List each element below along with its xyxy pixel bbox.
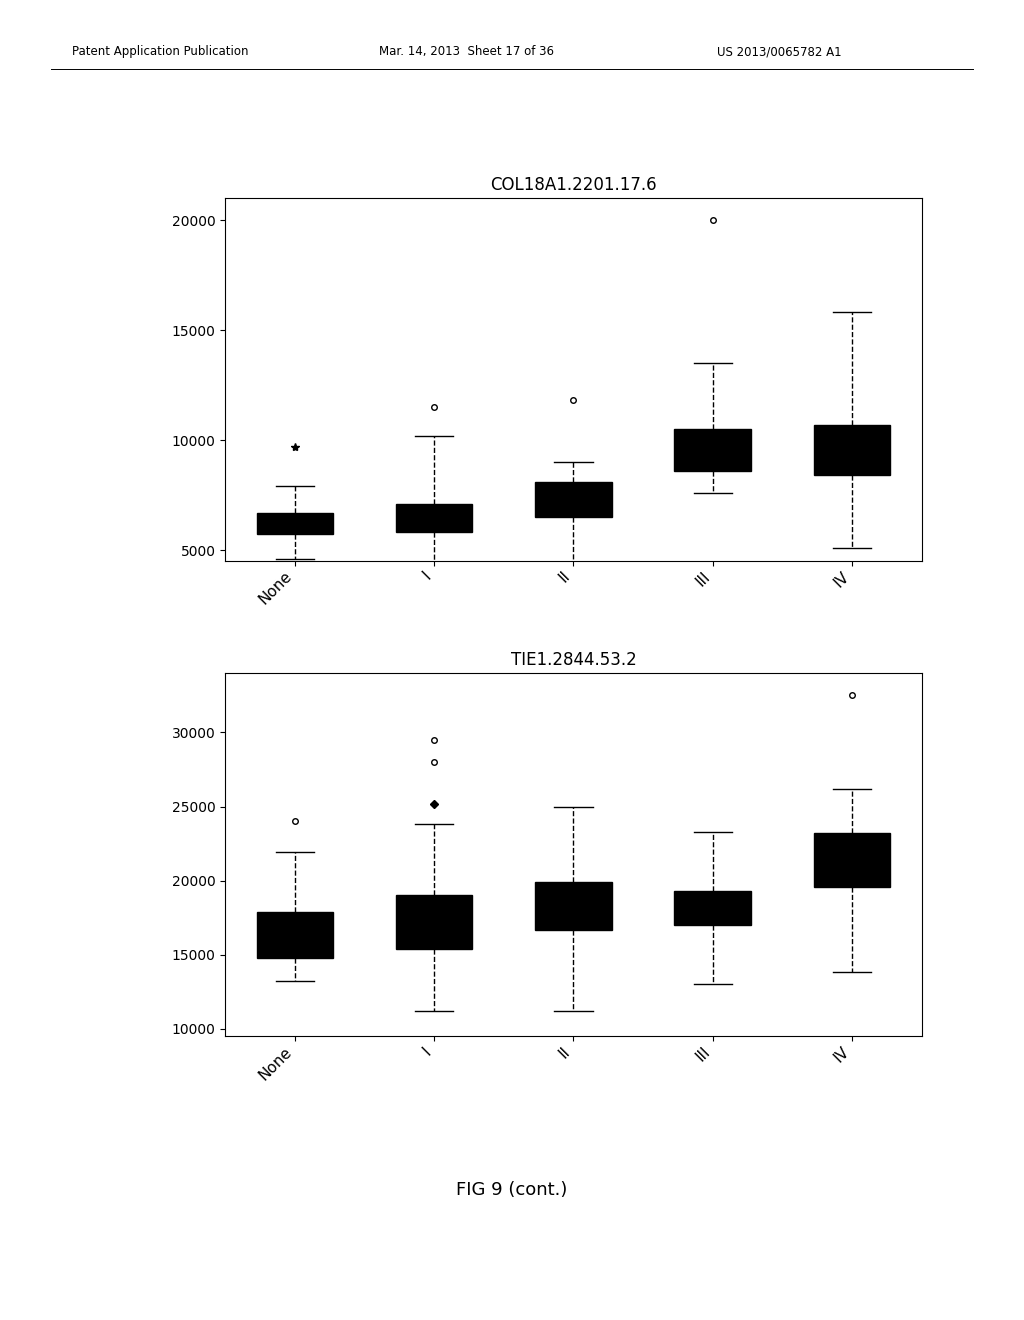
PathPatch shape xyxy=(675,891,751,925)
PathPatch shape xyxy=(396,895,472,949)
Text: Mar. 14, 2013  Sheet 17 of 36: Mar. 14, 2013 Sheet 17 of 36 xyxy=(379,45,554,58)
Text: FIG 9 (cont.): FIG 9 (cont.) xyxy=(457,1180,567,1199)
PathPatch shape xyxy=(536,482,611,517)
Text: Patent Application Publication: Patent Application Publication xyxy=(72,45,248,58)
PathPatch shape xyxy=(814,425,890,475)
Text: US 2013/0065782 A1: US 2013/0065782 A1 xyxy=(717,45,842,58)
Title: TIE1.2844.53.2: TIE1.2844.53.2 xyxy=(511,651,636,669)
PathPatch shape xyxy=(536,882,611,929)
PathPatch shape xyxy=(396,504,472,532)
PathPatch shape xyxy=(814,833,890,887)
PathPatch shape xyxy=(257,912,333,958)
PathPatch shape xyxy=(257,512,333,533)
Title: COL18A1.2201.17.6: COL18A1.2201.17.6 xyxy=(490,176,656,194)
PathPatch shape xyxy=(675,429,751,471)
